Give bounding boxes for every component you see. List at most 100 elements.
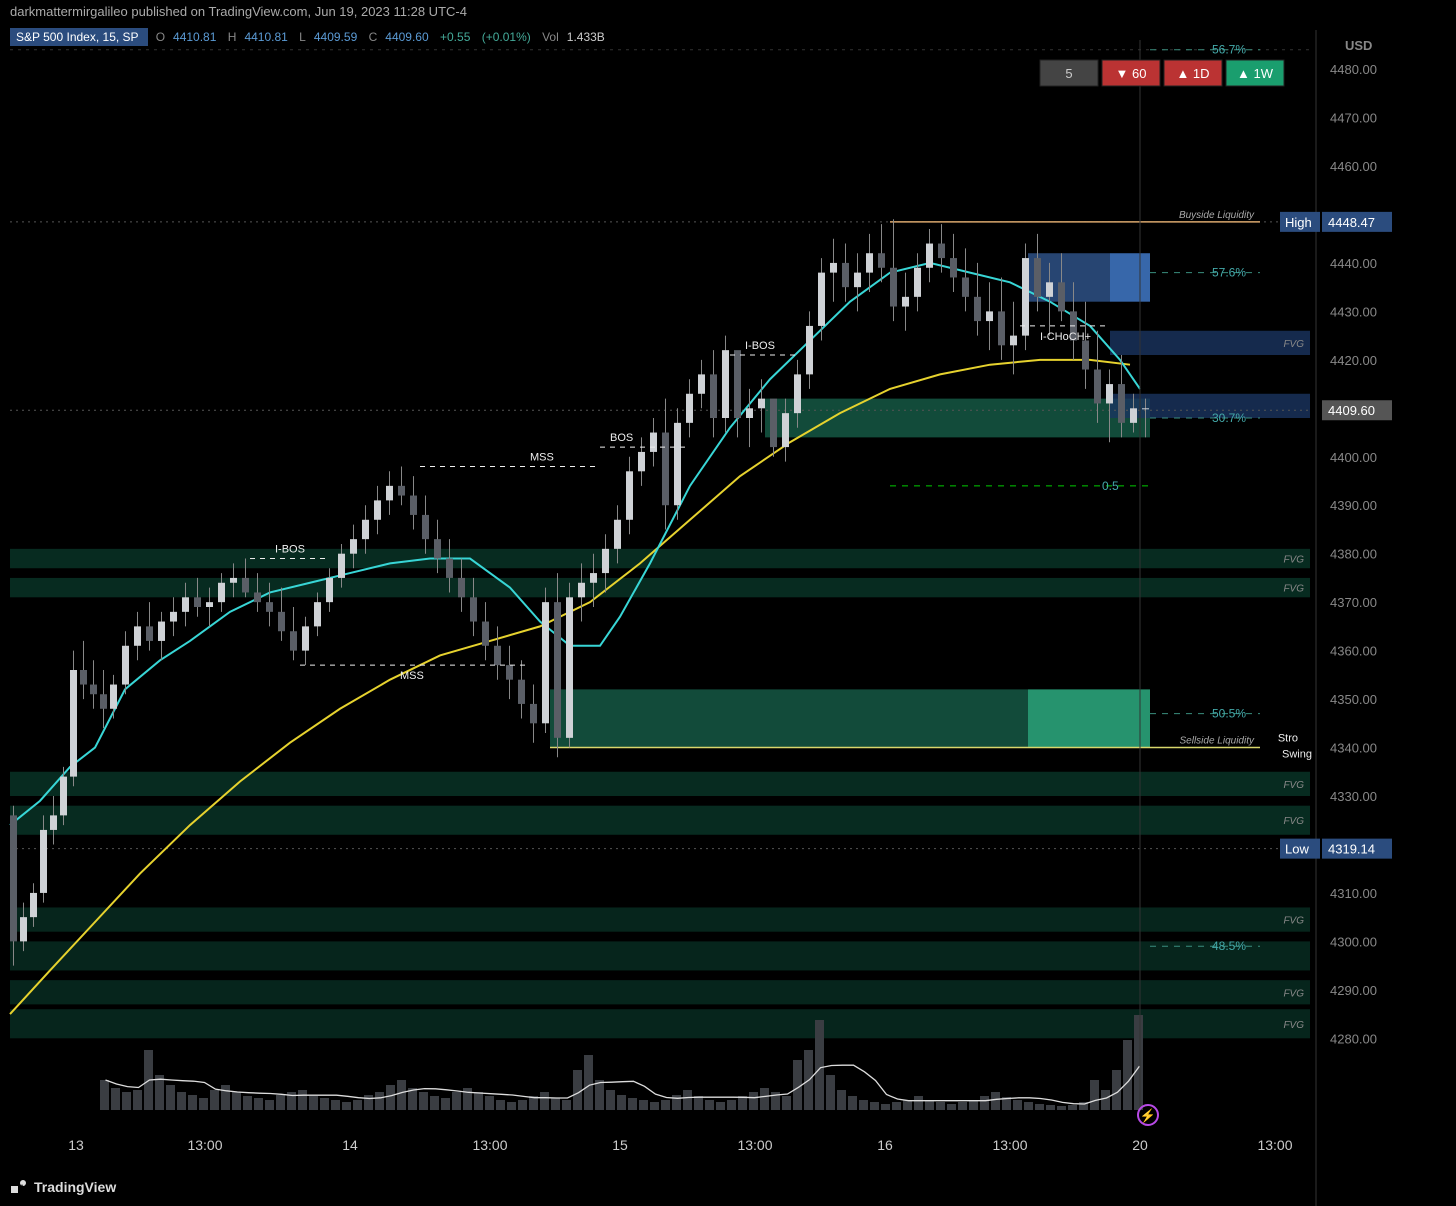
volume-bar xyxy=(309,1096,318,1110)
candle-body xyxy=(338,554,345,578)
candle-body xyxy=(90,685,97,695)
zone-box xyxy=(10,772,1310,796)
volume-bar xyxy=(353,1100,362,1110)
ohlc-chg: +0.55 xyxy=(440,30,470,44)
y-tick-label: 4430.00 xyxy=(1330,304,1377,319)
candle-body xyxy=(722,350,729,418)
candle-body xyxy=(698,374,705,393)
symbol-badge[interactable]: S&P 500 Index, 15, SP xyxy=(10,28,148,46)
candle-body xyxy=(530,704,537,723)
volume-bar xyxy=(386,1085,395,1110)
candle-body xyxy=(218,583,225,602)
zone-box xyxy=(10,907,1310,931)
candle-body xyxy=(1130,408,1137,423)
volume-bar xyxy=(1024,1102,1033,1110)
fvg-label: FVG xyxy=(1283,555,1304,566)
candle-body xyxy=(290,631,297,650)
volume-bar xyxy=(936,1102,945,1110)
ohlc-high: 4410.81 xyxy=(244,30,287,44)
x-tick-label: 20 xyxy=(1132,1137,1148,1153)
candle-body xyxy=(1094,370,1101,404)
volume-bar xyxy=(738,1096,747,1110)
svg-text:Low: Low xyxy=(1285,842,1309,857)
volume-bar xyxy=(650,1102,659,1110)
candle-body xyxy=(1010,336,1017,346)
ohlc-low: 4409.59 xyxy=(314,30,357,44)
fvg-label: FVG xyxy=(1283,988,1304,999)
fib-label: 48.5% xyxy=(1212,939,1246,953)
volume-bar xyxy=(221,1085,230,1110)
candle-body xyxy=(806,326,813,374)
svg-text:▲ 1D: ▲ 1D xyxy=(1176,66,1209,81)
volume-bar xyxy=(177,1092,186,1110)
candle-body xyxy=(626,471,633,519)
volume-bar xyxy=(562,1100,571,1110)
zone-box xyxy=(10,549,1310,568)
candle-body xyxy=(662,433,669,506)
y-tick-label: 4380.00 xyxy=(1330,547,1377,562)
candle-body xyxy=(146,626,153,641)
volume-bar xyxy=(661,1100,670,1110)
candle-body xyxy=(650,433,657,452)
volume-bar xyxy=(298,1090,307,1110)
candle-body xyxy=(878,253,885,268)
volume-bar xyxy=(243,1096,252,1110)
candle-body xyxy=(446,559,453,578)
volume-bar xyxy=(969,1100,978,1110)
volume-bar xyxy=(980,1096,989,1110)
candle-body xyxy=(158,622,165,641)
candle-body xyxy=(60,777,67,816)
y-tick-label: 4480.00 xyxy=(1330,62,1377,77)
candle-body xyxy=(758,399,765,409)
volume-bar xyxy=(727,1100,736,1110)
zone-box xyxy=(10,1009,1310,1038)
volume-bar xyxy=(210,1090,219,1110)
candle-body xyxy=(566,597,573,738)
candle-body xyxy=(134,626,141,645)
volume-bar xyxy=(518,1100,527,1110)
volume-bar xyxy=(232,1092,241,1110)
volume-bar xyxy=(826,1075,835,1110)
volume-bar xyxy=(595,1080,604,1110)
volume-bar xyxy=(991,1092,1000,1110)
volume-bar xyxy=(925,1100,934,1110)
candle-body xyxy=(482,622,489,646)
candle-body xyxy=(782,413,789,447)
volume-bar xyxy=(760,1088,769,1110)
volume-bar xyxy=(474,1092,483,1110)
volume-bar xyxy=(364,1095,373,1110)
y-tick-label: 4390.00 xyxy=(1330,498,1377,513)
liquidity-label: Buyside Liquidity xyxy=(1179,210,1255,221)
x-tick-label: 13 xyxy=(68,1137,84,1153)
fvg-label: FVG xyxy=(1283,916,1304,927)
volume-bar xyxy=(914,1096,923,1110)
candle-body xyxy=(386,486,393,501)
volume-bar xyxy=(1134,1015,1143,1110)
volume-bar xyxy=(155,1075,164,1110)
volume-bar xyxy=(694,1096,703,1110)
volume-bar xyxy=(166,1085,175,1110)
candle-body xyxy=(674,423,681,505)
price-chart[interactable]: FVGFVGFVGFVGFVGFVGFVGFVGBuyside Liquidit… xyxy=(0,30,1456,1206)
zone-box xyxy=(1110,253,1150,301)
zone-box xyxy=(550,689,1028,747)
volume-bar xyxy=(507,1102,516,1110)
candle-body xyxy=(770,399,777,447)
vol-value: 1.433B xyxy=(567,30,605,44)
y-tick-label: 4290.00 xyxy=(1330,983,1377,998)
candle-body xyxy=(398,486,405,496)
volume-bar xyxy=(419,1092,428,1110)
candle-body xyxy=(434,539,441,558)
candle-body xyxy=(266,602,273,612)
svg-text:▼ 60: ▼ 60 xyxy=(1116,66,1147,81)
tradingview-logo[interactable]: TradingView xyxy=(10,1178,116,1196)
candle-body xyxy=(230,578,237,583)
zone-box xyxy=(10,980,1310,1004)
volume-bar xyxy=(452,1092,461,1110)
x-tick-label: 14 xyxy=(342,1137,358,1153)
ohlc-chg-pct: (+0.01%) xyxy=(482,30,531,44)
candle-body xyxy=(194,597,201,607)
candle-body xyxy=(854,273,861,288)
candle-body xyxy=(350,539,357,554)
fvg-label: FVG xyxy=(1283,584,1304,595)
